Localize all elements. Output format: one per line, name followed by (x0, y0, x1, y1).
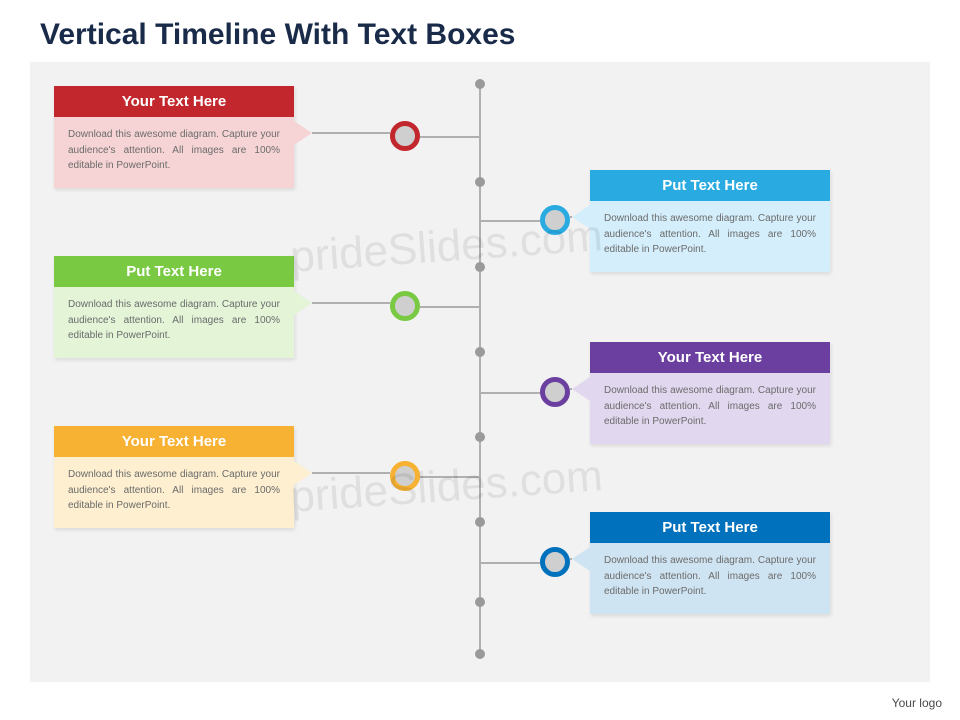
entry-box: Your Text HereDownload this awesome diag… (54, 426, 294, 528)
spine-node-5 (475, 517, 485, 527)
callout-arrow-icon (294, 121, 312, 145)
spine-node-1 (475, 177, 485, 187)
connector-line (312, 472, 390, 474)
entry-box: Put Text HereDownload this awesome diagr… (590, 512, 830, 614)
callout-arrow-icon (572, 377, 590, 401)
entry-header: Put Text Here (590, 170, 830, 201)
connector-line (480, 392, 540, 394)
footer-logo-text: Your logo (892, 696, 942, 710)
connector-line (312, 132, 390, 134)
page-title: Vertical Timeline With Text Boxes (0, 0, 960, 52)
callout-arrow-icon (572, 205, 590, 229)
callout-arrow-icon (572, 547, 590, 571)
entry-box: Your Text HereDownload this awesome diag… (590, 342, 830, 444)
entry-header: Your Text Here (54, 426, 294, 457)
timeline-canvas: Your Text HereDownload this awesome diag… (30, 62, 930, 682)
callout-arrow-icon (294, 291, 312, 315)
entry-body: Download this awesome diagram. Capture y… (590, 373, 830, 444)
milestone-ring-icon (540, 547, 570, 577)
spine-node-4 (475, 432, 485, 442)
callout-arrow-icon (294, 461, 312, 485)
connector-line (420, 306, 480, 308)
spine-node-6 (475, 597, 485, 607)
entry-header: Put Text Here (590, 512, 830, 543)
spine-node-0 (475, 79, 485, 89)
milestone-ring-icon (390, 121, 420, 151)
entry-body: Download this awesome diagram. Capture y… (590, 201, 830, 272)
connector-line (420, 136, 480, 138)
entry-body: Download this awesome diagram. Capture y… (590, 543, 830, 614)
entry-header: Your Text Here (54, 86, 294, 117)
timeline-spine (479, 84, 481, 654)
connector-line (420, 476, 480, 478)
entry-box: Put Text HereDownload this awesome diagr… (54, 256, 294, 358)
entry-body: Download this awesome diagram. Capture y… (54, 287, 294, 358)
entry-box: Put Text HereDownload this awesome diagr… (590, 170, 830, 272)
spine-node-2 (475, 262, 485, 272)
milestone-ring-icon (390, 461, 420, 491)
watermark-2: prideSlides.com (289, 451, 605, 523)
spine-node-3 (475, 347, 485, 357)
milestone-ring-icon (540, 205, 570, 235)
entry-box: Your Text HereDownload this awesome diag… (54, 86, 294, 188)
entry-body: Download this awesome diagram. Capture y… (54, 117, 294, 188)
connector-line (480, 220, 540, 222)
milestone-ring-icon (540, 377, 570, 407)
milestone-ring-icon (390, 291, 420, 321)
entry-header: Put Text Here (54, 256, 294, 287)
entry-body: Download this awesome diagram. Capture y… (54, 457, 294, 528)
connector-line (480, 562, 540, 564)
connector-line (312, 302, 390, 304)
entry-header: Your Text Here (590, 342, 830, 373)
spine-node-7 (475, 649, 485, 659)
